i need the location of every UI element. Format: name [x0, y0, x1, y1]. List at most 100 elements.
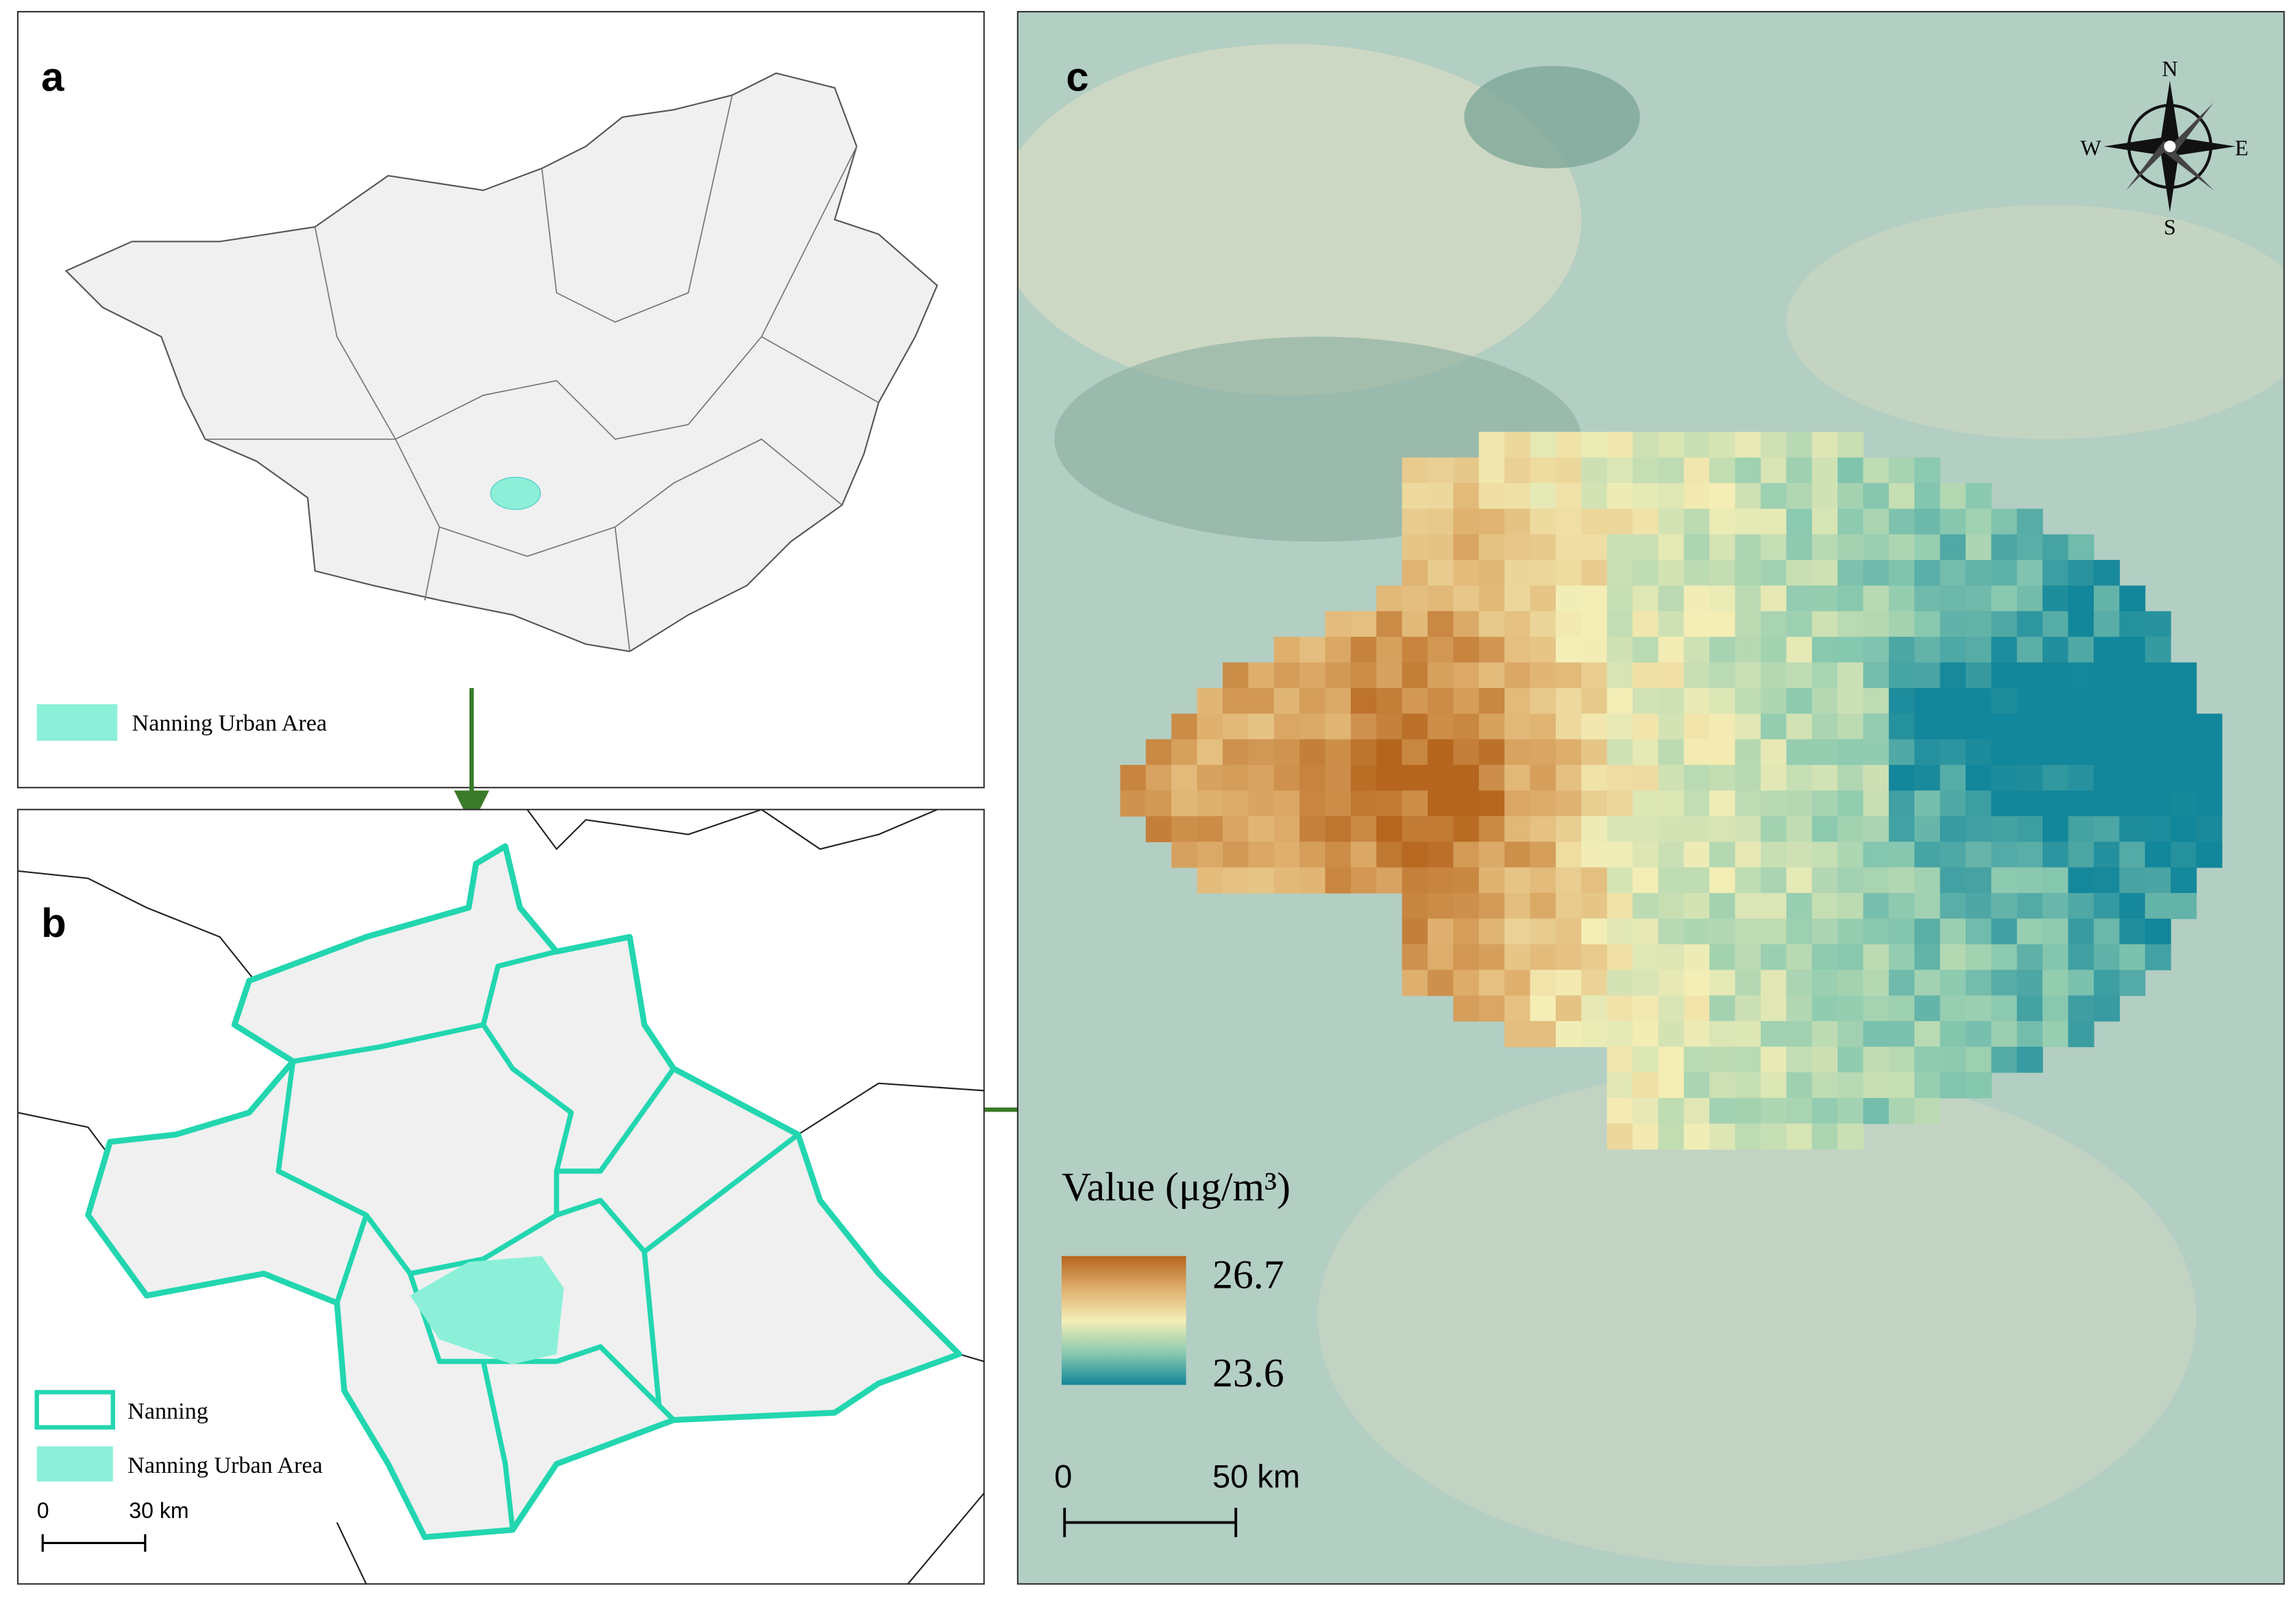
heat-cell — [1197, 739, 1223, 766]
heat-cell — [2042, 970, 2069, 996]
heat-cell — [1453, 944, 1480, 970]
heat-cell — [1299, 687, 1326, 714]
heat-cell — [1940, 662, 1966, 689]
heat-cell — [1478, 534, 1505, 561]
heat-cell — [1837, 1047, 1864, 1073]
district-boundaries — [276, 949, 800, 1530]
heat-cell — [1530, 509, 1556, 535]
heat-cell — [1888, 687, 1915, 714]
heat-cell — [1940, 509, 1966, 535]
heat-cell — [1581, 687, 1608, 714]
heat-cell — [1581, 893, 1608, 920]
heat-cell — [1376, 585, 1403, 612]
heat-cell — [1658, 765, 1685, 792]
heat-cell — [1530, 893, 1556, 920]
heat-cell — [1478, 867, 1505, 894]
heat-cell — [1478, 637, 1505, 663]
heat-cell — [2042, 893, 2069, 920]
heat-cell — [1760, 944, 1787, 970]
heat-cell — [2093, 995, 2120, 1022]
heat-cell — [2016, 687, 2043, 714]
heat-cell — [1760, 1072, 1787, 1099]
heat-cell — [1555, 816, 1582, 842]
heat-cell — [1991, 687, 2018, 714]
heat-cell — [1914, 893, 1941, 920]
heat-cell — [1811, 687, 1838, 714]
heat-cell — [1633, 1072, 1659, 1099]
heat-cell — [1273, 637, 1300, 663]
heat-cell — [1530, 995, 1556, 1022]
heat-cell — [1299, 637, 1326, 663]
heat-cell — [2145, 944, 2171, 970]
heat-cell — [1530, 432, 1556, 458]
heat-cell — [1530, 457, 1556, 484]
heat-cell — [1940, 637, 1966, 663]
heat-cell — [1607, 867, 1633, 894]
heat-cell — [1658, 662, 1685, 689]
heat-cell — [1402, 509, 1428, 535]
heat-cell — [1683, 585, 1710, 612]
heat-cell — [1350, 713, 1377, 740]
urban-area — [410, 1256, 564, 1365]
heat-cell — [2093, 662, 2120, 689]
heat-cell — [1863, 585, 1890, 612]
heat-cell — [1914, 662, 1941, 689]
heat-cell — [1760, 790, 1787, 817]
heat-cell — [1478, 970, 1505, 996]
heat-cell — [1171, 765, 1198, 792]
heat-cell — [1658, 509, 1685, 535]
heat-cell — [2171, 687, 2197, 714]
heat-cell — [1120, 765, 1147, 792]
heat-cell — [1504, 739, 1531, 766]
heat-cell — [1248, 713, 1275, 740]
heat-cell — [1965, 1020, 1992, 1047]
heat-cell — [1530, 944, 1556, 970]
heat-cell — [1709, 534, 1736, 561]
heat-cell — [1350, 867, 1377, 894]
heat-cell — [1683, 893, 1710, 920]
heat-cell — [1376, 867, 1403, 894]
heat-cell — [1709, 944, 1736, 970]
heat-cell — [1888, 995, 1915, 1022]
legend-min: 23.6 — [1212, 1350, 1284, 1395]
heat-cell — [2068, 1020, 2095, 1047]
heat-cell — [1888, 893, 1915, 920]
heat-cell — [1786, 457, 1813, 484]
heat-cell — [1222, 816, 1249, 842]
heat-cell — [1607, 790, 1633, 817]
legend-text: Nanning — [127, 1399, 208, 1424]
heat-cell — [1504, 867, 1531, 894]
heat-cell — [1658, 585, 1685, 612]
heat-cell — [1633, 765, 1659, 792]
heat-cell — [1633, 995, 1659, 1022]
heat-cell — [1555, 790, 1582, 817]
heat-cell — [1504, 765, 1531, 792]
heat-cell — [1863, 1020, 1890, 1047]
heat-cell — [1863, 944, 1890, 970]
heat-cell — [2119, 867, 2146, 894]
heat-cell — [1299, 713, 1326, 740]
heat-cell — [1273, 790, 1300, 817]
heat-cell — [1658, 790, 1685, 817]
heat-cell — [1914, 790, 1941, 817]
heat-cell — [1709, 1123, 1736, 1150]
heat-cell — [2093, 765, 2120, 792]
heat-cell — [1581, 637, 1608, 663]
heat-cell — [1427, 842, 1454, 868]
heat-cell — [1837, 1020, 1864, 1047]
heat-cell — [1453, 457, 1480, 484]
heat-cell — [1683, 944, 1710, 970]
heat-cell — [2016, 662, 2043, 689]
heat-cell — [1530, 918, 1556, 945]
heat-cell — [1658, 1098, 1685, 1125]
heat-cell — [2042, 713, 2069, 740]
heat-cell — [1555, 457, 1582, 484]
heat-cell — [1197, 687, 1223, 714]
heat-cell — [1530, 867, 1556, 894]
heat-cell — [1940, 918, 1966, 945]
heat-cell — [1940, 482, 1966, 509]
heat-cell — [1786, 637, 1813, 663]
heat-cell — [1402, 790, 1428, 817]
heat-cell — [1402, 867, 1428, 894]
heat-cell — [1453, 687, 1480, 714]
